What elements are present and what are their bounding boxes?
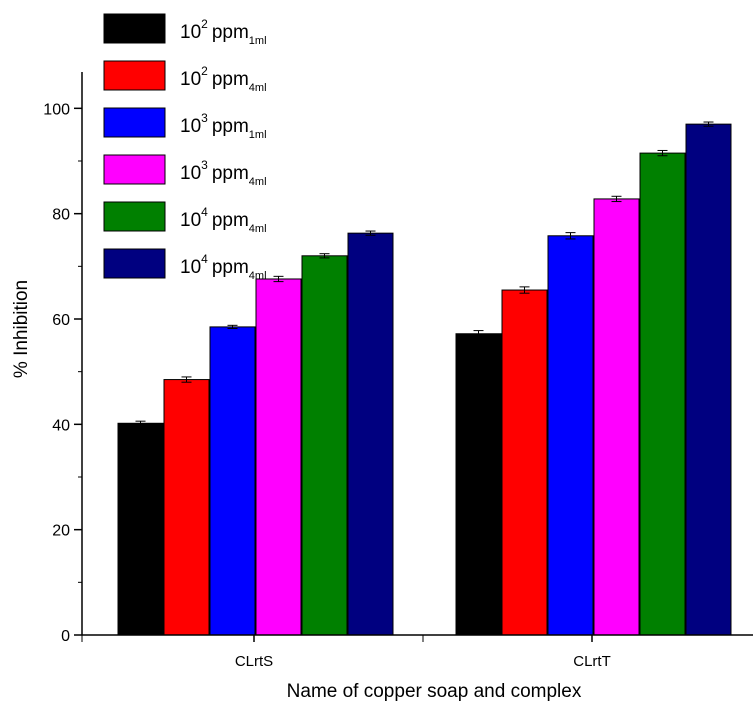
error-bar — [611, 195, 622, 203]
legend-swatch — [103, 248, 166, 279]
x-axis-title: Name of copper soap and complex — [287, 681, 582, 702]
legend-item: 102 ppm1ml — [103, 13, 267, 47]
bars-layer — [117, 121, 732, 636]
legend-item: 104 ppm4ml — [103, 201, 267, 235]
legend-swatch — [103, 60, 166, 91]
bar-clrts-series-1 — [117, 422, 164, 636]
legend-item: 103 ppm4ml — [103, 154, 267, 188]
legend-item: 102 ppm4ml — [103, 60, 267, 94]
bar-clrtt-series-3 — [547, 235, 594, 636]
legend-swatch — [103, 201, 166, 232]
bar-clrts-series-3 — [209, 326, 256, 636]
legend-swatch — [103, 13, 166, 44]
bar-clrtt-series-2 — [501, 289, 548, 636]
bar-clrts-series-4 — [255, 278, 302, 636]
bar-clrtt-series-4 — [593, 198, 640, 636]
legend-swatch — [103, 154, 166, 185]
error-bar — [365, 230, 376, 236]
legend-label: 104 ppm4ml — [180, 252, 267, 282]
bar-clrtt-series-5 — [639, 152, 686, 636]
y-axis-title: % Inhibition — [11, 280, 32, 378]
error-bar — [473, 330, 484, 338]
legend-item: 103 ppm1ml — [103, 107, 267, 141]
y-tick-label: 0 — [61, 628, 70, 645]
legend-label: 102 ppm4ml — [180, 64, 267, 94]
legend-swatch — [103, 107, 166, 138]
x-tick-label: CLrtS — [235, 653, 273, 670]
legend-item: 104 ppm4ml — [103, 248, 267, 282]
error-bar — [657, 149, 668, 157]
error-bar — [565, 232, 576, 240]
bar-clrts-series-5 — [301, 255, 348, 636]
legend-label: 102 ppm1ml — [180, 17, 267, 47]
error-bar — [181, 376, 192, 383]
legend-label: 104 ppm4ml — [180, 205, 267, 235]
error-bar — [319, 253, 330, 259]
bar-clrtt-series-1 — [455, 333, 502, 636]
y-tick-label: 40 — [52, 417, 70, 434]
bar-clrts-series-2 — [163, 379, 210, 636]
error-bar — [227, 324, 238, 329]
y-tick-label: 20 — [52, 523, 70, 540]
y-tick-label: 60 — [52, 312, 70, 329]
error-bar — [703, 121, 714, 127]
legend-label: 103 ppm4ml — [180, 158, 267, 188]
bar-clrtt-series-6 — [685, 123, 732, 636]
y-tick-label: 100 — [43, 101, 70, 118]
legend: 102 ppm1ml 102 ppm4ml 103 ppm1ml 103 ppm4ml 104 p… — [103, 13, 267, 282]
y-tick-label: 80 — [52, 207, 70, 224]
error-bar — [273, 275, 284, 283]
legend-label: 103 ppm1ml — [180, 111, 267, 141]
error-bar — [135, 420, 146, 426]
bar-clrts-series-6 — [347, 232, 394, 636]
error-bar — [519, 286, 530, 294]
x-tick-label: CLrtT — [573, 653, 611, 670]
axes-layer: 0 20 40 60 80 100 CLrtS CLrtT — [43, 72, 753, 670]
